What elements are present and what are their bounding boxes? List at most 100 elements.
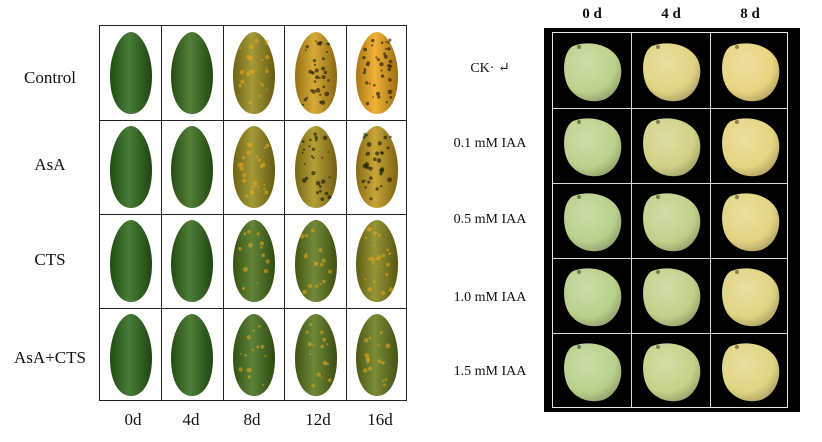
mango-fruit [564,118,622,176]
papaya-photo-cell [162,120,224,214]
papaya-photo-cell [346,308,408,402]
papaya-photo-cell [285,26,347,120]
mango-photo-cell [632,108,711,183]
grid-line [100,119,406,121]
papaya-photo-cell [285,214,347,308]
papaya-row-label: AsA+CTS [14,348,86,367]
papaya-col-label: 12d [305,410,331,429]
papaya-col-label: 16d [367,410,393,429]
mango-fruit [721,42,779,101]
grid-line [284,26,286,400]
mango-photo-cell [632,183,711,258]
papaya-photo-cell [346,214,408,308]
papaya-fruit [232,32,275,114]
grid-line [553,333,787,335]
papaya-fruit [356,32,399,114]
mango-fruit [721,118,779,176]
papaya-fruit [232,314,275,396]
grid-line [161,26,163,400]
mango-row-label: 0.5 mM IAA [453,212,527,227]
mango-photo-cell [553,183,632,258]
papaya-fruit [109,314,152,396]
mango-row-label: 1.0 mM IAA [453,290,527,305]
papaya-photo-cell [223,120,285,214]
mango-photo-cell [632,334,711,409]
grid-line [100,307,406,309]
papaya-fruit [356,220,399,302]
mango-col-label: 8 d [740,6,760,22]
papaya-fruit [232,126,275,208]
mango-fruit [564,193,622,252]
mango-photo-cell [553,33,632,108]
papaya-photo-cell [162,214,224,308]
papaya-photo-cell [100,308,162,402]
grid-line [709,33,711,407]
papaya-fruit [294,220,337,302]
mango-fruit [643,343,701,402]
mango-fruit [643,118,701,176]
mango-row-label: 0.1 mM IAA [453,136,527,151]
mango-photo-cell [710,183,789,258]
mango-photo-cell [710,334,789,409]
papaya-photo-cell [285,308,347,402]
papaya-fruit [294,32,337,114]
mango-photo-cell [710,33,789,108]
mango-fruit [643,268,701,327]
grid-line [553,258,787,260]
mango-fruit [721,193,779,252]
grid-line [345,26,347,400]
grid-line [553,182,787,184]
papaya-photo-cell [162,26,224,120]
papaya-col-label: 4d [182,410,200,429]
mango-fruit [564,343,622,402]
papaya-fruit [171,220,214,302]
papaya-fruit [232,220,275,302]
mango-col-label: 0 d [582,6,602,22]
papaya-fruit [356,314,399,396]
mango-photo-cell [553,334,632,409]
grid-line [222,26,224,400]
mango-fruit [721,343,779,402]
papaya-photo-cell [223,26,285,120]
mango-photo-cell [710,259,789,334]
papaya-photo-cell [346,120,408,214]
grid-line [100,213,406,215]
papaya-photo-cell [223,308,285,402]
papaya-col-label: 0d [124,410,142,429]
mango-row-label: CK· ↵ [470,61,510,76]
mango-fruit [643,193,701,252]
papaya-photo-cell [223,214,285,308]
mango-photo-cell [710,108,789,183]
papaya-fruit [109,32,152,114]
mango-fruit [643,42,701,101]
papaya-photo-cell [162,308,224,402]
mango-fruit [721,268,779,327]
mango-col-label: 4 d [661,6,681,22]
papaya-fruit [171,314,214,396]
papaya-photo-cell [100,214,162,308]
papaya-photo-cell [100,26,162,120]
papaya-col-label: 8d [243,410,261,429]
papaya-photo-cell [100,120,162,214]
papaya-fruit [356,126,399,208]
mango-row-label: 1.5 mM IAA [453,364,527,379]
papaya-grid [99,25,407,401]
mango-photo-cell [632,259,711,334]
papaya-fruit [171,32,214,114]
papaya-fruit [294,126,337,208]
papaya-row-label: Control [24,68,76,87]
papaya-photo-cell [285,120,347,214]
mango-grid [552,32,788,408]
mango-fruit [564,268,622,327]
mango-photo-cell [553,108,632,183]
mango-photo-cell [632,33,711,108]
papaya-fruit [109,126,152,208]
papaya-fruit [109,220,152,302]
papaya-panel: Control AsA CTS AsA+CTS 0d 4d 8d 12d 16d [14,25,407,429]
papaya-row-label: AsA [34,155,66,174]
papaya-fruit [294,314,337,396]
grid-line [553,107,787,109]
papaya-row-label: CTS [34,250,66,269]
mango-photo-cell [553,259,632,334]
mango-fruit [564,42,622,101]
